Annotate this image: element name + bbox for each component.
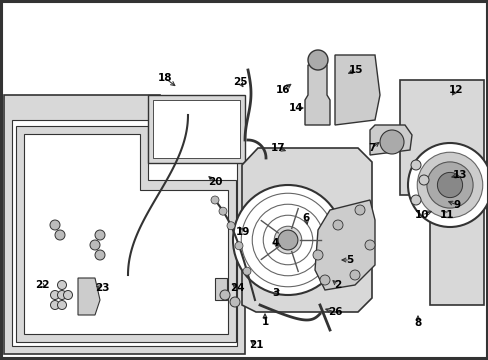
Text: 10: 10 bbox=[414, 210, 428, 220]
Text: 13: 13 bbox=[452, 170, 467, 180]
Text: 16: 16 bbox=[275, 85, 290, 95]
Circle shape bbox=[95, 250, 105, 260]
Polygon shape bbox=[369, 125, 411, 155]
Circle shape bbox=[243, 267, 250, 275]
Polygon shape bbox=[4, 95, 244, 354]
Polygon shape bbox=[16, 126, 236, 342]
Polygon shape bbox=[314, 200, 374, 290]
Text: 8: 8 bbox=[413, 318, 421, 328]
Text: 6: 6 bbox=[302, 213, 309, 223]
Circle shape bbox=[274, 226, 301, 254]
Circle shape bbox=[379, 130, 403, 154]
Polygon shape bbox=[78, 278, 100, 315]
Circle shape bbox=[416, 152, 482, 218]
Circle shape bbox=[312, 250, 323, 260]
Circle shape bbox=[354, 205, 364, 215]
Text: 14: 14 bbox=[288, 103, 303, 113]
Text: 4: 4 bbox=[271, 238, 278, 248]
Circle shape bbox=[278, 230, 297, 250]
Polygon shape bbox=[334, 55, 379, 125]
Text: 12: 12 bbox=[448, 85, 462, 95]
Text: 2: 2 bbox=[334, 280, 341, 290]
Circle shape bbox=[50, 220, 60, 230]
Circle shape bbox=[410, 195, 420, 205]
Circle shape bbox=[55, 230, 65, 240]
Text: 9: 9 bbox=[452, 200, 460, 210]
Circle shape bbox=[418, 175, 428, 185]
Bar bbox=[153, 100, 240, 158]
Circle shape bbox=[90, 240, 100, 250]
Circle shape bbox=[95, 230, 105, 240]
Circle shape bbox=[319, 275, 329, 285]
Circle shape bbox=[226, 222, 235, 230]
Circle shape bbox=[229, 297, 240, 307]
Bar bbox=[215, 278, 226, 300]
Circle shape bbox=[58, 280, 66, 289]
Text: 11: 11 bbox=[439, 210, 453, 220]
Text: 19: 19 bbox=[235, 227, 250, 237]
Text: 23: 23 bbox=[95, 283, 109, 293]
Polygon shape bbox=[242, 148, 371, 312]
Bar bbox=[148, 95, 244, 163]
Text: 3: 3 bbox=[272, 288, 279, 298]
Circle shape bbox=[58, 291, 66, 300]
Circle shape bbox=[210, 196, 219, 204]
Circle shape bbox=[235, 242, 243, 250]
Text: 15: 15 bbox=[348, 65, 363, 75]
Circle shape bbox=[307, 50, 327, 70]
Text: 20: 20 bbox=[207, 177, 222, 187]
Circle shape bbox=[349, 270, 359, 280]
Text: 25: 25 bbox=[232, 77, 247, 87]
Circle shape bbox=[407, 143, 488, 227]
Polygon shape bbox=[305, 65, 329, 125]
Text: 26: 26 bbox=[327, 307, 342, 317]
Text: 17: 17 bbox=[270, 143, 285, 153]
Text: 24: 24 bbox=[229, 283, 244, 293]
Circle shape bbox=[426, 162, 472, 208]
Circle shape bbox=[220, 290, 229, 300]
Text: 5: 5 bbox=[346, 255, 353, 265]
Circle shape bbox=[410, 160, 420, 170]
Text: 22: 22 bbox=[35, 280, 49, 290]
Circle shape bbox=[436, 172, 462, 198]
Text: 18: 18 bbox=[158, 73, 172, 83]
Circle shape bbox=[63, 291, 72, 300]
Text: 1: 1 bbox=[261, 317, 268, 327]
Circle shape bbox=[232, 185, 342, 295]
Polygon shape bbox=[12, 120, 237, 346]
Polygon shape bbox=[399, 80, 483, 305]
Circle shape bbox=[219, 207, 226, 215]
Polygon shape bbox=[24, 134, 227, 334]
Circle shape bbox=[364, 240, 374, 250]
Circle shape bbox=[50, 301, 60, 310]
Circle shape bbox=[58, 301, 66, 310]
Text: 7: 7 bbox=[367, 143, 375, 153]
Circle shape bbox=[332, 220, 342, 230]
Text: 21: 21 bbox=[248, 340, 263, 350]
Circle shape bbox=[50, 291, 60, 300]
